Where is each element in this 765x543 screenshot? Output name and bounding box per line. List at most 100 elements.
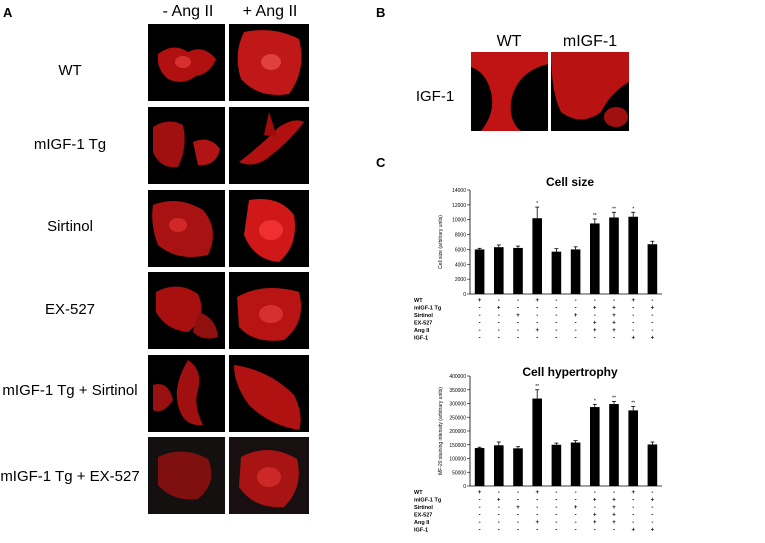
bar (474, 249, 485, 294)
bar (647, 244, 658, 294)
micrograph-igf1-migf1 (551, 52, 629, 131)
bar (513, 247, 523, 294)
condition-sign: - (479, 328, 481, 334)
condition-sign: - (517, 328, 519, 334)
condition-sign: - (594, 528, 596, 534)
significance-marker: * (632, 206, 634, 212)
condition-sign: + (651, 528, 655, 534)
micrograph-sirtinol-minus-ang (148, 190, 225, 267)
condition-sign: - (575, 321, 577, 327)
condition-sign: - (536, 306, 538, 312)
panel-b-col-header-migf1: mIGF-1 (562, 33, 618, 50)
condition-sign: + (593, 520, 597, 526)
bar (590, 223, 600, 294)
panel-a-row-label: EX-527 (44, 301, 96, 318)
panel-a-letter: A (3, 5, 13, 20)
condition-sign: + (612, 306, 616, 312)
significance-marker: * (536, 201, 538, 207)
condition-sign: - (651, 505, 653, 511)
panel-b-letter: B (376, 5, 386, 20)
bar (551, 251, 562, 294)
condition-sign: - (555, 328, 557, 334)
condition-sign: + (612, 313, 616, 319)
y-tick-label: 0 (463, 292, 466, 298)
condition-sign: - (575, 336, 577, 342)
condition-sign: + (631, 298, 635, 304)
bar (609, 404, 619, 486)
panel-a-row-label: Sirtinol (47, 218, 93, 235)
condition-sign: - (613, 528, 615, 534)
condition-sign: - (575, 498, 577, 504)
micrograph-migf1-plus-ang (229, 107, 309, 184)
condition-sign: - (498, 298, 500, 304)
condition-sign: - (479, 505, 481, 511)
condition-sign: + (535, 490, 539, 496)
y-tick-label: 10000 (452, 218, 466, 224)
cell-size-chart: 0 2000 4000 6000 8000 10000 12000 14000 Cell siz… (414, 188, 662, 342)
condition-sign: - (536, 528, 538, 534)
condition-sign: - (555, 313, 557, 319)
condition-sign: - (517, 520, 519, 526)
condition-sign: - (555, 498, 557, 504)
condition-sign: - (517, 528, 519, 534)
panel-c-letter: C (376, 155, 386, 170)
bar (628, 216, 638, 294)
bar (474, 448, 485, 486)
condition-sign: + (535, 298, 539, 304)
condition-label: EX-527 (414, 321, 432, 327)
micrograph-wt-minus-ang (148, 24, 225, 101)
condition-sign: + (612, 513, 616, 519)
condition-sign: + (593, 321, 597, 327)
bar (513, 448, 523, 486)
y-tick-label: 250000 (449, 415, 466, 421)
condition-sign: - (613, 336, 615, 342)
y-tick-label: 4000 (455, 262, 466, 268)
condition-sign: - (498, 528, 500, 534)
condition-sign: - (479, 321, 481, 327)
condition-sign: - (517, 490, 519, 496)
condition-sign: + (651, 498, 655, 504)
condition-label: WT (414, 490, 423, 496)
bar (628, 410, 638, 486)
condition-sign: - (632, 321, 634, 327)
bar (570, 249, 581, 294)
condition-sign: + (631, 528, 635, 534)
condition-sign: + (593, 513, 597, 519)
condition-sign: - (651, 321, 653, 327)
condition-sign: - (498, 321, 500, 327)
panel-a-col-header-plus-ang: + Ang II (242, 3, 298, 20)
condition-sign: + (593, 328, 597, 334)
y-tick-label: 300000 (449, 402, 466, 408)
condition-sign: - (555, 528, 557, 534)
condition-sign: + (478, 298, 482, 304)
significance-marker: ** (612, 206, 616, 212)
condition-label: Sirtinol (414, 313, 433, 319)
condition-sign: - (479, 520, 481, 526)
condition-sign: - (555, 505, 557, 511)
condition-sign: - (555, 306, 557, 312)
condition-label: Ang II (414, 328, 430, 334)
condition-sign: - (632, 513, 634, 519)
condition-sign: - (479, 313, 481, 319)
cell-hypertrophy-chart: 0 50000 100000 150000 200000 250000 300000 3500… (414, 374, 662, 534)
condition-sign: - (575, 306, 577, 312)
significance-marker: ** (631, 401, 635, 407)
condition-sign: + (478, 490, 482, 496)
condition-sign: - (517, 298, 519, 304)
y-tick-label: 50000 (452, 470, 466, 476)
condition-sign: - (517, 306, 519, 312)
condition-sign: - (613, 490, 615, 496)
panel-a-row-label: mIGF-1 Tg + Sirtinol (2, 382, 138, 399)
bar (570, 442, 581, 486)
condition-label: mIGF-1 Tg (414, 306, 441, 312)
y-tick-label: 200000 (449, 429, 466, 435)
condition-sign: - (651, 520, 653, 526)
condition-sign: - (613, 298, 615, 304)
condition-sign: - (594, 490, 596, 496)
condition-sign: - (517, 321, 519, 327)
bar (494, 445, 504, 486)
condition-sign: - (651, 328, 653, 334)
micrograph-migf1-sirtinol-minus-ang (148, 355, 225, 432)
condition-sign: + (535, 328, 539, 334)
condition-sign: + (612, 520, 616, 526)
